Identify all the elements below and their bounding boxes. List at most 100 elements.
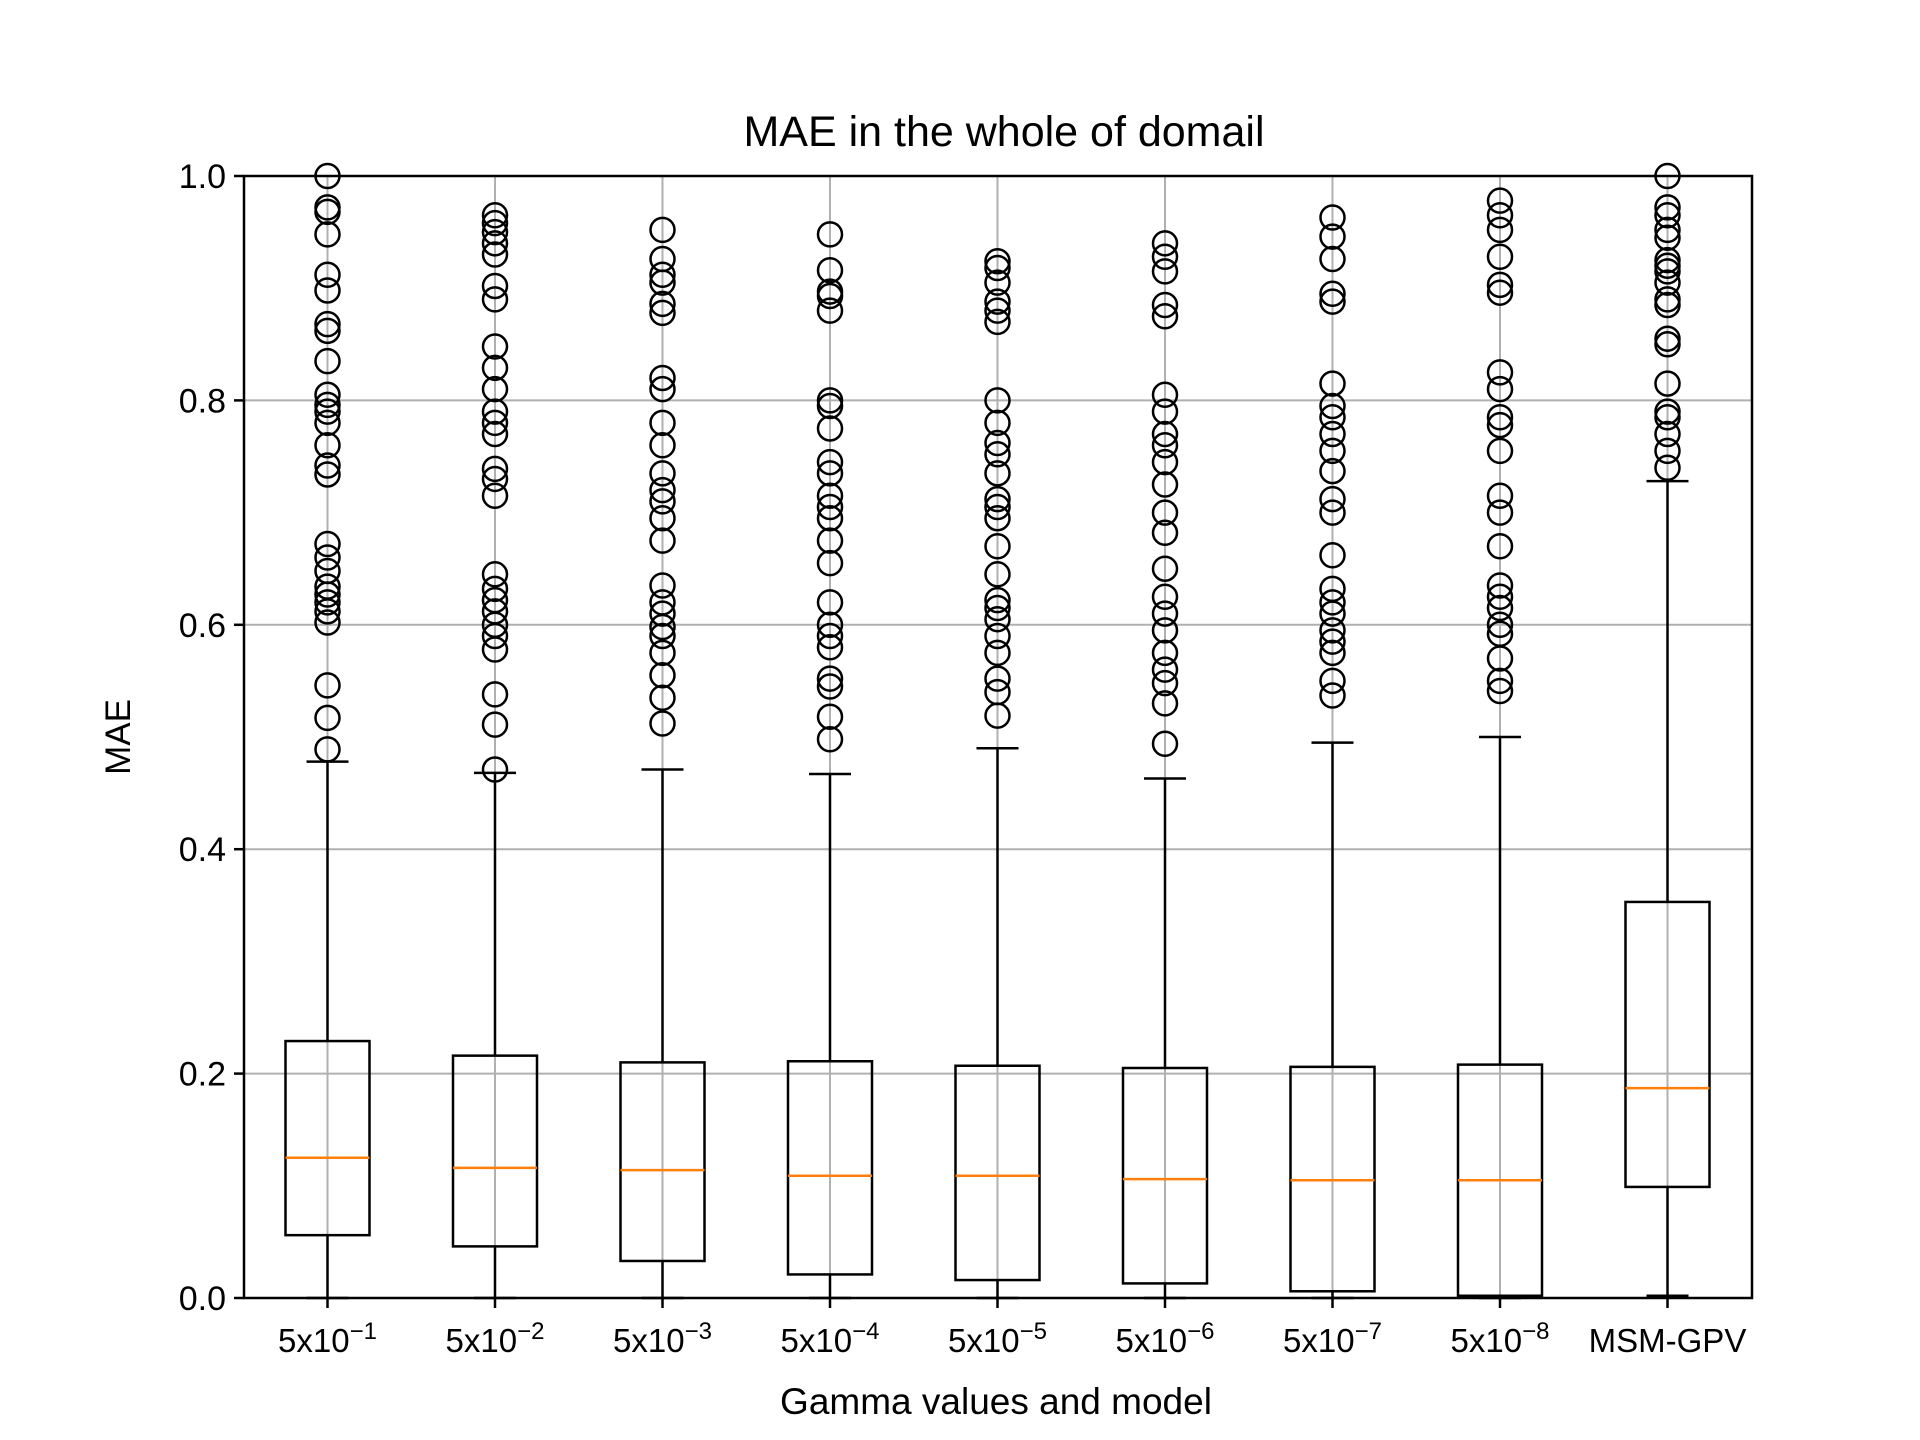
outlier-point bbox=[314, 310, 341, 338]
outlier-point bbox=[481, 230, 509, 257]
outlier-point bbox=[984, 485, 1011, 513]
iqr-box bbox=[1624, 900, 1711, 1189]
outlier-point bbox=[314, 557, 341, 585]
outlier-point bbox=[1486, 611, 1514, 639]
outlier-point bbox=[1151, 398, 1179, 425]
outlier-point bbox=[816, 493, 844, 521]
y-tick-label: 0.4 bbox=[179, 831, 226, 869]
outlier-point bbox=[481, 465, 509, 493]
outlier-point bbox=[649, 527, 676, 554]
outlier-point bbox=[314, 530, 341, 558]
box-plots bbox=[284, 162, 1711, 1300]
outlier-point bbox=[1151, 690, 1179, 717]
outlier-point bbox=[314, 461, 341, 488]
outlier-point bbox=[481, 272, 509, 300]
outlier-point bbox=[1151, 730, 1179, 757]
outlier-point bbox=[1319, 589, 1346, 616]
outlier-point bbox=[816, 665, 844, 692]
box-group bbox=[954, 248, 1041, 1300]
box-group bbox=[786, 221, 874, 1300]
outlier-point bbox=[1486, 482, 1514, 510]
outlier-point bbox=[984, 639, 1011, 667]
outlier-point bbox=[984, 504, 1011, 532]
outlier-point bbox=[481, 286, 509, 313]
outlier-point bbox=[314, 672, 341, 699]
outlier-point bbox=[481, 420, 509, 448]
outlier-point bbox=[1319, 485, 1346, 513]
outlier-point bbox=[649, 261, 676, 288]
x-tick-label: 5x10−4 bbox=[781, 1318, 880, 1359]
outlier-point bbox=[649, 460, 676, 487]
outlier-point bbox=[984, 460, 1011, 487]
outlier-point bbox=[816, 527, 844, 554]
outlier-point bbox=[1486, 411, 1514, 439]
outlier-point bbox=[314, 381, 341, 409]
outlier-point bbox=[481, 598, 509, 625]
outlier-point bbox=[481, 333, 509, 360]
outlier-point bbox=[649, 710, 676, 737]
outlier-point bbox=[1319, 639, 1346, 667]
grid-lines bbox=[244, 175, 1752, 1299]
outlier-point bbox=[481, 586, 509, 614]
outlier-point bbox=[314, 452, 341, 479]
outlier-point bbox=[816, 460, 844, 487]
box-group bbox=[1289, 204, 1376, 1300]
outlier-point bbox=[1486, 216, 1514, 244]
x-tick-label: 5x10−3 bbox=[613, 1318, 712, 1359]
outlier-point bbox=[1654, 246, 1681, 274]
outlier-point bbox=[314, 573, 341, 600]
outlier-point bbox=[1654, 224, 1681, 251]
chart-title: MAE in the whole of domail bbox=[743, 108, 1264, 156]
outlier-point bbox=[481, 202, 509, 229]
outlier-point bbox=[816, 589, 844, 616]
outlier-point bbox=[649, 488, 676, 515]
outlier-point bbox=[816, 611, 844, 639]
outlier-point bbox=[816, 297, 844, 324]
outlier-point bbox=[1151, 555, 1179, 582]
outlier-point bbox=[1151, 448, 1179, 476]
outlier-point bbox=[314, 398, 341, 425]
y-tick-label: 1.0 bbox=[179, 158, 226, 196]
outlier-point bbox=[1319, 499, 1346, 526]
outlier-point bbox=[649, 600, 676, 627]
outlier-point bbox=[1486, 620, 1514, 648]
outlier-point bbox=[984, 297, 1011, 324]
outlier-point bbox=[649, 245, 676, 273]
outlier-point bbox=[481, 575, 509, 603]
outlier-point bbox=[816, 415, 844, 442]
outlier-point bbox=[649, 504, 676, 532]
outlier-point bbox=[481, 218, 509, 246]
y-axis-label: MAE bbox=[99, 699, 138, 775]
outlier-point bbox=[1654, 420, 1681, 448]
outlier-point bbox=[816, 633, 844, 661]
outlier-point bbox=[1319, 370, 1346, 397]
x-tick-label: 5x10−5 bbox=[948, 1318, 1047, 1359]
outlier-point bbox=[984, 288, 1011, 315]
outlier-point bbox=[1151, 291, 1179, 319]
outlier-point bbox=[816, 504, 844, 532]
outlier-point bbox=[481, 561, 509, 588]
outlier-point bbox=[1319, 245, 1346, 273]
outlier-point bbox=[816, 448, 844, 476]
outlier-point bbox=[1486, 572, 1514, 599]
outlier-point bbox=[984, 594, 1011, 622]
outlier-point bbox=[1319, 575, 1346, 603]
outlier-point bbox=[984, 441, 1011, 468]
box-group bbox=[619, 216, 706, 1300]
outlier-point bbox=[649, 572, 676, 599]
outlier-point bbox=[1319, 403, 1346, 431]
outlier-point bbox=[1654, 216, 1681, 244]
outlier-point bbox=[649, 290, 676, 318]
outlier-point bbox=[984, 269, 1011, 296]
x-axis-label: Gamma values and model bbox=[780, 1381, 1212, 1422]
outlier-point bbox=[314, 391, 341, 419]
outlier-point bbox=[984, 561, 1011, 588]
outlier-point bbox=[1654, 437, 1681, 465]
outlier-point bbox=[1654, 398, 1681, 425]
outlier-point bbox=[1319, 541, 1346, 569]
outlier-point bbox=[1151, 519, 1179, 547]
y-tick-label: 0.0 bbox=[179, 1280, 226, 1318]
outlier-point bbox=[1319, 223, 1346, 250]
outlier-point bbox=[1654, 286, 1681, 313]
outlier-point bbox=[984, 248, 1011, 275]
